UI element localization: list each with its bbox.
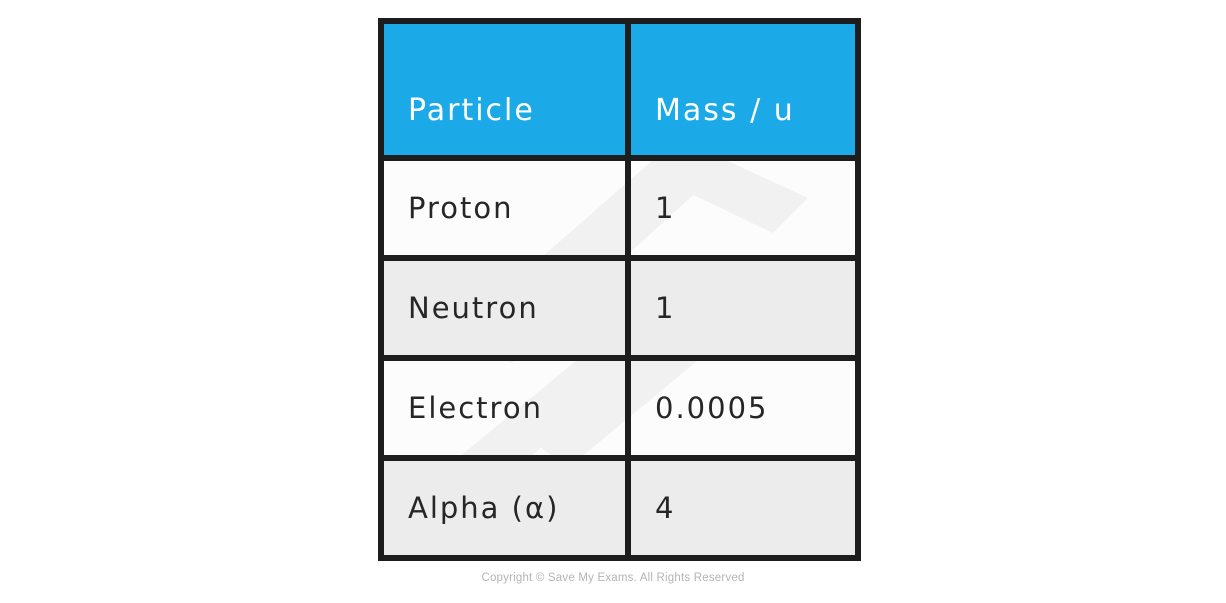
mass-value-cell: 1: [625, 255, 861, 361]
particle-mass-table: Particle Mass / u Proton 1 Neutron 1 Ele…: [378, 18, 861, 561]
table-row-neutron: Neutron 1: [378, 255, 861, 361]
table-row-alpha: Alpha (α) 4: [378, 455, 861, 561]
particle-name-cell: Neutron: [378, 255, 631, 361]
mass-value-cell: 1: [625, 155, 861, 261]
mass-value-cell: 0.0005: [625, 355, 861, 461]
header-row: Particle Mass / u: [378, 18, 861, 161]
particle-name-cell: Electron: [378, 355, 631, 461]
table-row-electron: Electron 0.0005: [378, 355, 861, 461]
column-header-mass: Mass / u: [625, 18, 861, 161]
particle-name-cell: Alpha (α): [378, 455, 631, 561]
table-row-proton: Proton 1: [378, 155, 861, 261]
particle-name-cell: Proton: [378, 155, 631, 261]
column-header-particle: Particle: [378, 18, 631, 161]
mass-value-cell: 4: [625, 455, 861, 561]
copyright-notice: Copyright © Save My Exams. All Rights Re…: [481, 572, 745, 584]
